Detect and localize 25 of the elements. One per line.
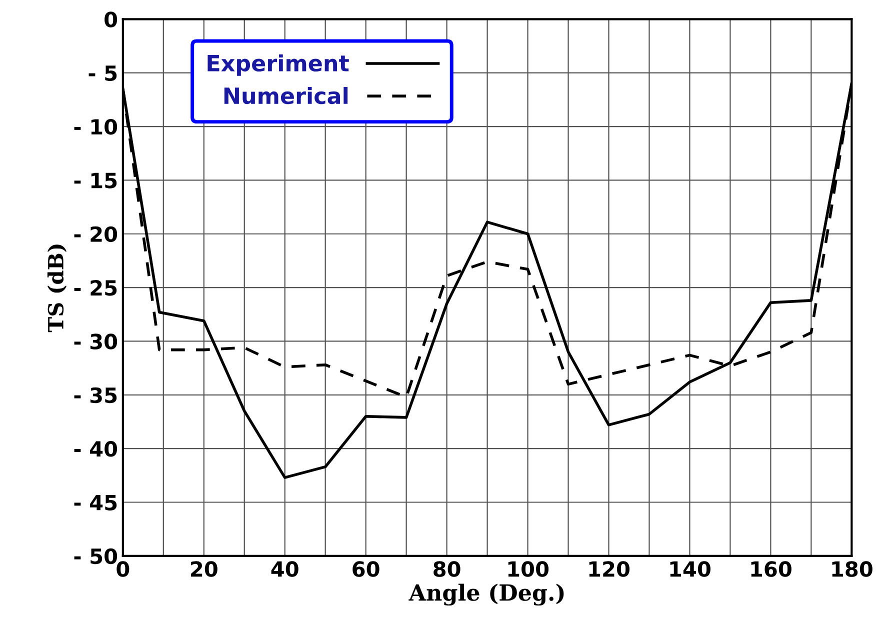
- x-tick-label: 140: [670, 561, 710, 577]
- y-tick-label: 0: [104, 12, 118, 28]
- x-tick-label: 60: [352, 561, 380, 577]
- y-tick-label: - 50: [74, 548, 118, 564]
- x-tick-label: 20: [191, 561, 218, 577]
- y-tick-label: - 5: [88, 66, 117, 82]
- y-tick-label: - 35: [74, 387, 117, 404]
- y-tick-label: - 45: [74, 494, 117, 510]
- y-tick-label: - 30: [74, 334, 118, 350]
- x-tick-label: 80: [434, 561, 460, 577]
- x-tick-label: 100: [508, 561, 549, 577]
- x-tick-label: 180: [832, 561, 872, 577]
- x-tick-label: 120: [589, 561, 630, 577]
- y-tick-label: - 15: [74, 172, 117, 188]
- x-tick-label: 160: [751, 561, 792, 577]
- x-axis-title: Angle (Deg.): [408, 584, 564, 606]
- y-tick-label: - 40: [74, 441, 118, 457]
- y-tick-label: - 10: [74, 118, 118, 135]
- x-tick-label: 0: [116, 561, 130, 577]
- y-tick-label: - 20: [74, 226, 118, 242]
- legend-label: Numerical: [224, 86, 348, 104]
- legend-label: Experiment: [208, 54, 349, 76]
- y-tick-label: - 25: [74, 280, 117, 296]
- x-tick-label: 40: [271, 561, 298, 577]
- y-axis-title: TS (dB): [47, 244, 67, 332]
